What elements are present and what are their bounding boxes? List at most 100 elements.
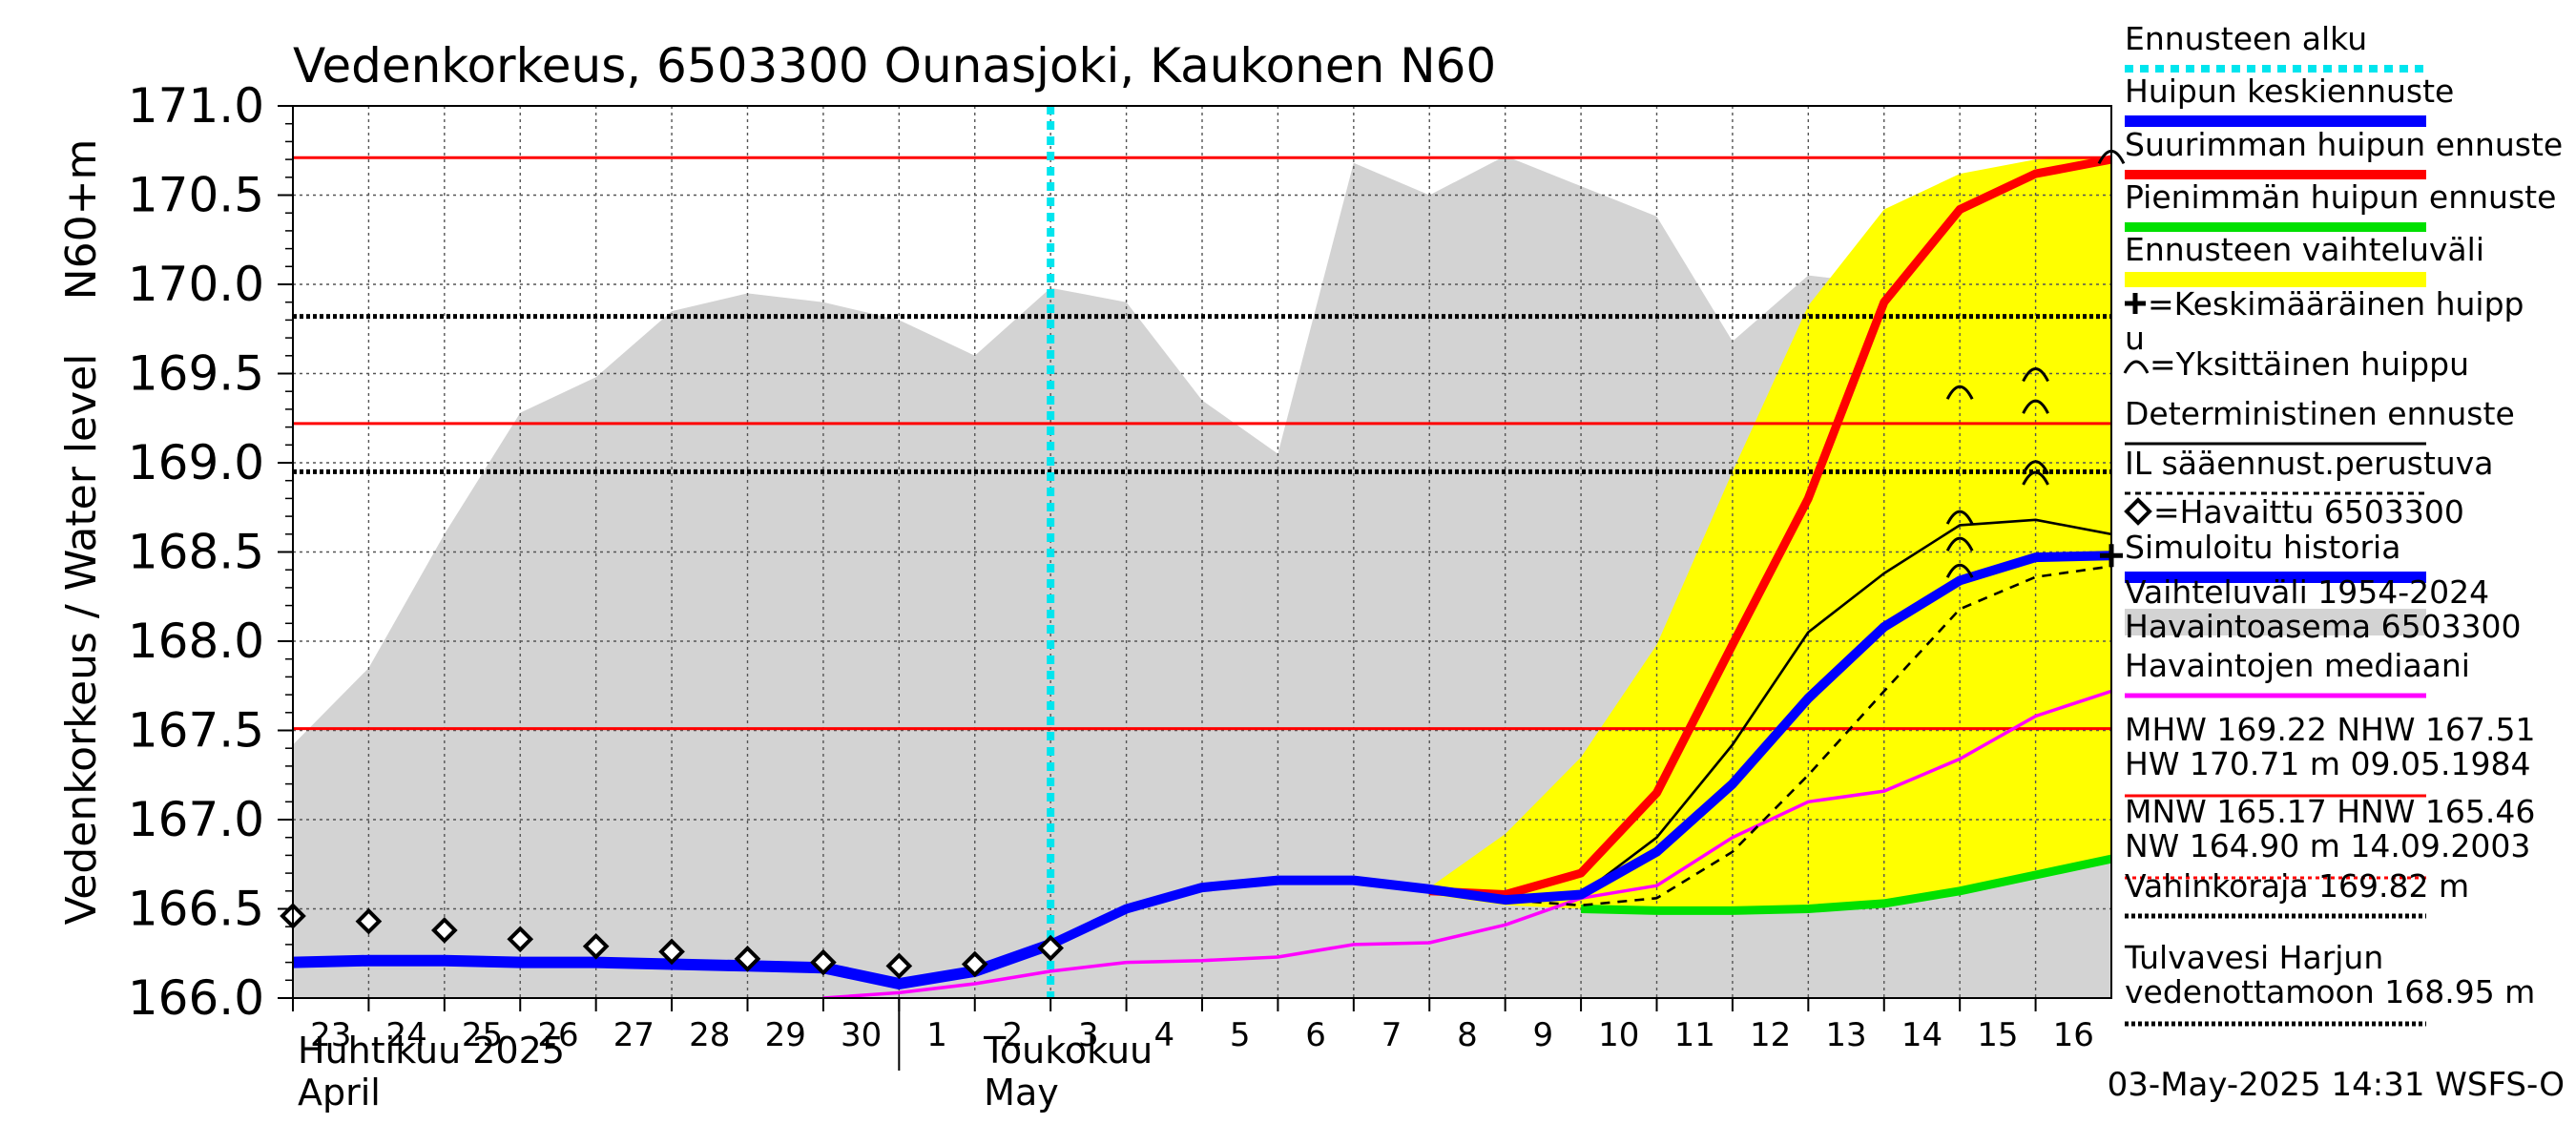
legend-label: Havaintojen mediaani: [2125, 647, 2470, 684]
peak-marker: [1945, 510, 1974, 525]
y-tick-label: 167.0: [128, 792, 264, 847]
peak-marker: [2022, 399, 2049, 414]
legend-item-suurimman-huipun-ennuste: Suurimman huipun ennuste: [2125, 126, 2563, 179]
legend-label: Ennusteen vaihteluväli: [2125, 231, 2484, 268]
peak-marker: [2022, 470, 2049, 486]
x-tick-label: 2: [1003, 1016, 1024, 1054]
max-peak-forecast-line: [1429, 155, 2111, 899]
y-tick-label: 167.5: [128, 703, 264, 759]
legend-item-havaittu: =Havaittu 6503300: [2124, 493, 2464, 531]
legend-sample: [2125, 609, 2426, 635]
axes: 166.0 166.5 167.0 167.5 168.0 168.5 169.0 169.5…: [128, 78, 2094, 1114]
y-tick-label: 166.5: [128, 882, 264, 937]
min-peak-forecast-line: [1580, 854, 2111, 915]
x-tick-label: 14: [1901, 1016, 1942, 1054]
legend-label: MHW 169.22 NHW 167.51: [2125, 711, 2535, 748]
observed-point: [734, 946, 761, 972]
x-tick-label: 12: [1750, 1016, 1791, 1054]
peak-marker: [1945, 385, 1974, 400]
y-tick-label: 170.5: [128, 168, 264, 223]
observed-point: [355, 907, 383, 935]
legend-label: Suurimman huipun ennuste: [2125, 126, 2563, 163]
y-tick-label: 166.0: [128, 970, 264, 1026]
legend-item-deterministinen-ennuste: Deterministinen ennuste: [2125, 395, 2515, 446]
legend-label: Pienimmän huipun ennuste: [2125, 178, 2556, 216]
legend-label-line2: HW 170.71 m 09.05.1984: [2125, 745, 2530, 782]
legend-label-line2: NW 164.90 m 14.09.2003: [2125, 827, 2530, 864]
legend-item-ennusteen-vaihteluvali: Ennusteen vaihteluväli: [2125, 231, 2484, 287]
x-tick-label: 9: [1533, 1016, 1554, 1054]
y-tick-label: 169.5: [128, 346, 264, 402]
legend-item-yksittainen-huippu: =Yksittäinen huippu: [2123, 345, 2469, 383]
forecast-range-band: [1429, 156, 2111, 911]
y-tick-label: 168.5: [128, 525, 264, 580]
legend-label: =Yksittäinen huippu: [2150, 345, 2469, 383]
legend-label: Huipun keskiennuste: [2125, 73, 2454, 110]
legend-label-line2: vedenottamoon 168.95 m: [2125, 973, 2535, 1010]
legend-item-pienimman-huipun-ennuste: Pienimmän huipun ennuste: [2125, 178, 2556, 232]
x-tick-label: 16: [2053, 1016, 2094, 1054]
legend: Ennusteen alku Huipun keskiennuste Suurimm…: [2123, 20, 2563, 1027]
x-tick-label: 28: [689, 1016, 730, 1054]
diamond-icon: [2124, 497, 2152, 526]
observed-point: [658, 938, 685, 966]
median-line: [822, 689, 2111, 998]
month-label: Toukokuu: [983, 1030, 1153, 1072]
observed-point: [507, 926, 534, 953]
month-label-en: May: [984, 1072, 1059, 1114]
legend-label: Simuloitu historia: [2125, 529, 2400, 566]
footer-timestamp: 03-May-2025 14:31 WSFS-O: [2108, 1066, 2565, 1104]
x-tick-label: 26: [537, 1016, 578, 1054]
legend-label: =Keskimääräinen huipp: [2148, 285, 2524, 323]
x-tick-label: 4: [1153, 1016, 1174, 1054]
legend-item-ennusteen-alku: Ennusteen alku: [2125, 20, 2426, 73]
x-tick-label: 1: [926, 1016, 947, 1054]
y-tick-label: 169.0: [128, 435, 264, 490]
y-tick-label: 168.0: [128, 614, 264, 669]
peak-marker: [1945, 563, 1974, 578]
legend-item-vaihteluvali: Vaihteluväli 1954-2024 Havaintoasema 650…: [2125, 573, 2522, 645]
legend-label-line2: Havaintoasema 6503300: [2125, 608, 2522, 645]
legend-label: =Havaittu 6503300: [2153, 493, 2464, 531]
legend-item-il-saaennust: IL sääennust.perustuva: [2125, 445, 2493, 495]
chart-title: Vedenkorkeus, 6503300 Ounasjoki, Kaukone…: [293, 38, 1496, 94]
observed-point: [582, 932, 610, 960]
peak-marker: [2022, 367, 2049, 383]
mean-peak-forecast-line: [1049, 551, 2111, 949]
x-tick-label: 5: [1230, 1016, 1251, 1054]
observed-point: [810, 948, 837, 976]
x-tick-label: 6: [1305, 1016, 1326, 1054]
legend-label: Deterministinen ennuste: [2125, 395, 2515, 432]
peak-marker: [1945, 536, 1974, 552]
legend-label: Ennusteen alku: [2125, 20, 2367, 57]
month-label: Huhtikuu 2025: [298, 1030, 565, 1072]
legend-item-vahinkoraja: Vahinkoraja 169.82 m: [2125, 867, 2469, 919]
x-tick-label: 7: [1381, 1016, 1402, 1054]
legend-item-huipun-keskiennuste: Huipun keskiennuste: [2125, 73, 2454, 127]
month-label-en: April: [298, 1072, 381, 1114]
legend-label: MNW 165.17 HNW 165.46: [2125, 793, 2535, 830]
x-tick-label: 11: [1674, 1016, 1715, 1054]
y-axis-label-inner: N60+m: [57, 139, 106, 301]
x-tick-label: 30: [841, 1016, 882, 1054]
plus-icon: [2125, 293, 2146, 314]
observed-point: [961, 950, 988, 978]
legend-item-havaintojen-mediaani: Havaintojen mediaani: [2125, 647, 2470, 698]
y-axis-label-outer: Vedenkorkeus / Water level: [57, 354, 106, 926]
legend-label: Vaihteluväli 1954-2024: [2125, 573, 2489, 611]
legend-label: Tulvavesi Harjun: [2124, 939, 2383, 976]
observed-point: [431, 917, 458, 944]
peak-marker: [2022, 460, 2049, 475]
y-tick-label: 171.0: [128, 78, 264, 134]
legend-item-keskimaarainen-huippu: =Keskimääräinen huippu: [2125, 285, 2524, 357]
x-tick-label: 29: [765, 1016, 806, 1054]
legend-label-line2: u: [2125, 320, 2145, 357]
x-tick-label: 3: [1078, 1016, 1099, 1054]
x-tick-label: 15: [1977, 1016, 2018, 1054]
y-tick-label: 170.0: [128, 257, 264, 312]
x-tick-label: 23: [310, 1016, 351, 1054]
